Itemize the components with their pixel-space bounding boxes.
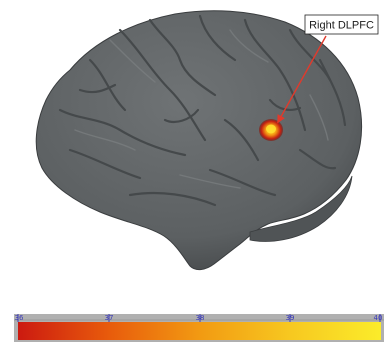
colorbar-gradient: [18, 322, 381, 340]
brain-highlights: [74, 29, 329, 189]
colorbar-tick-1: 37: [105, 314, 114, 322]
callout-label: Right DLPFC: [309, 20, 374, 32]
brain-surface: [35, 10, 363, 271]
callout-label-box: Right DLPFC: [304, 14, 379, 35]
colorbar-tick-3: 39: [286, 314, 295, 322]
activation-blob: [259, 119, 283, 141]
colorbar-tick-0: 36: [15, 314, 24, 322]
colorbar-tick-label-4: 40: [374, 314, 383, 322]
colorbar-tick-4: 40: [374, 314, 383, 322]
colorbar-tick-2: 38: [196, 314, 205, 322]
colorbar-tick-label-0: 36: [15, 314, 24, 322]
colorbar: 36 37 38 39 40: [14, 314, 384, 342]
colorbar-tick-label-3: 39: [286, 314, 295, 322]
colorbar-tick-label-2: 38: [196, 314, 205, 322]
colorbar-tick-label-1: 37: [105, 314, 114, 322]
callout-arrow: [277, 35, 327, 124]
brain-sulci: [58, 14, 347, 207]
